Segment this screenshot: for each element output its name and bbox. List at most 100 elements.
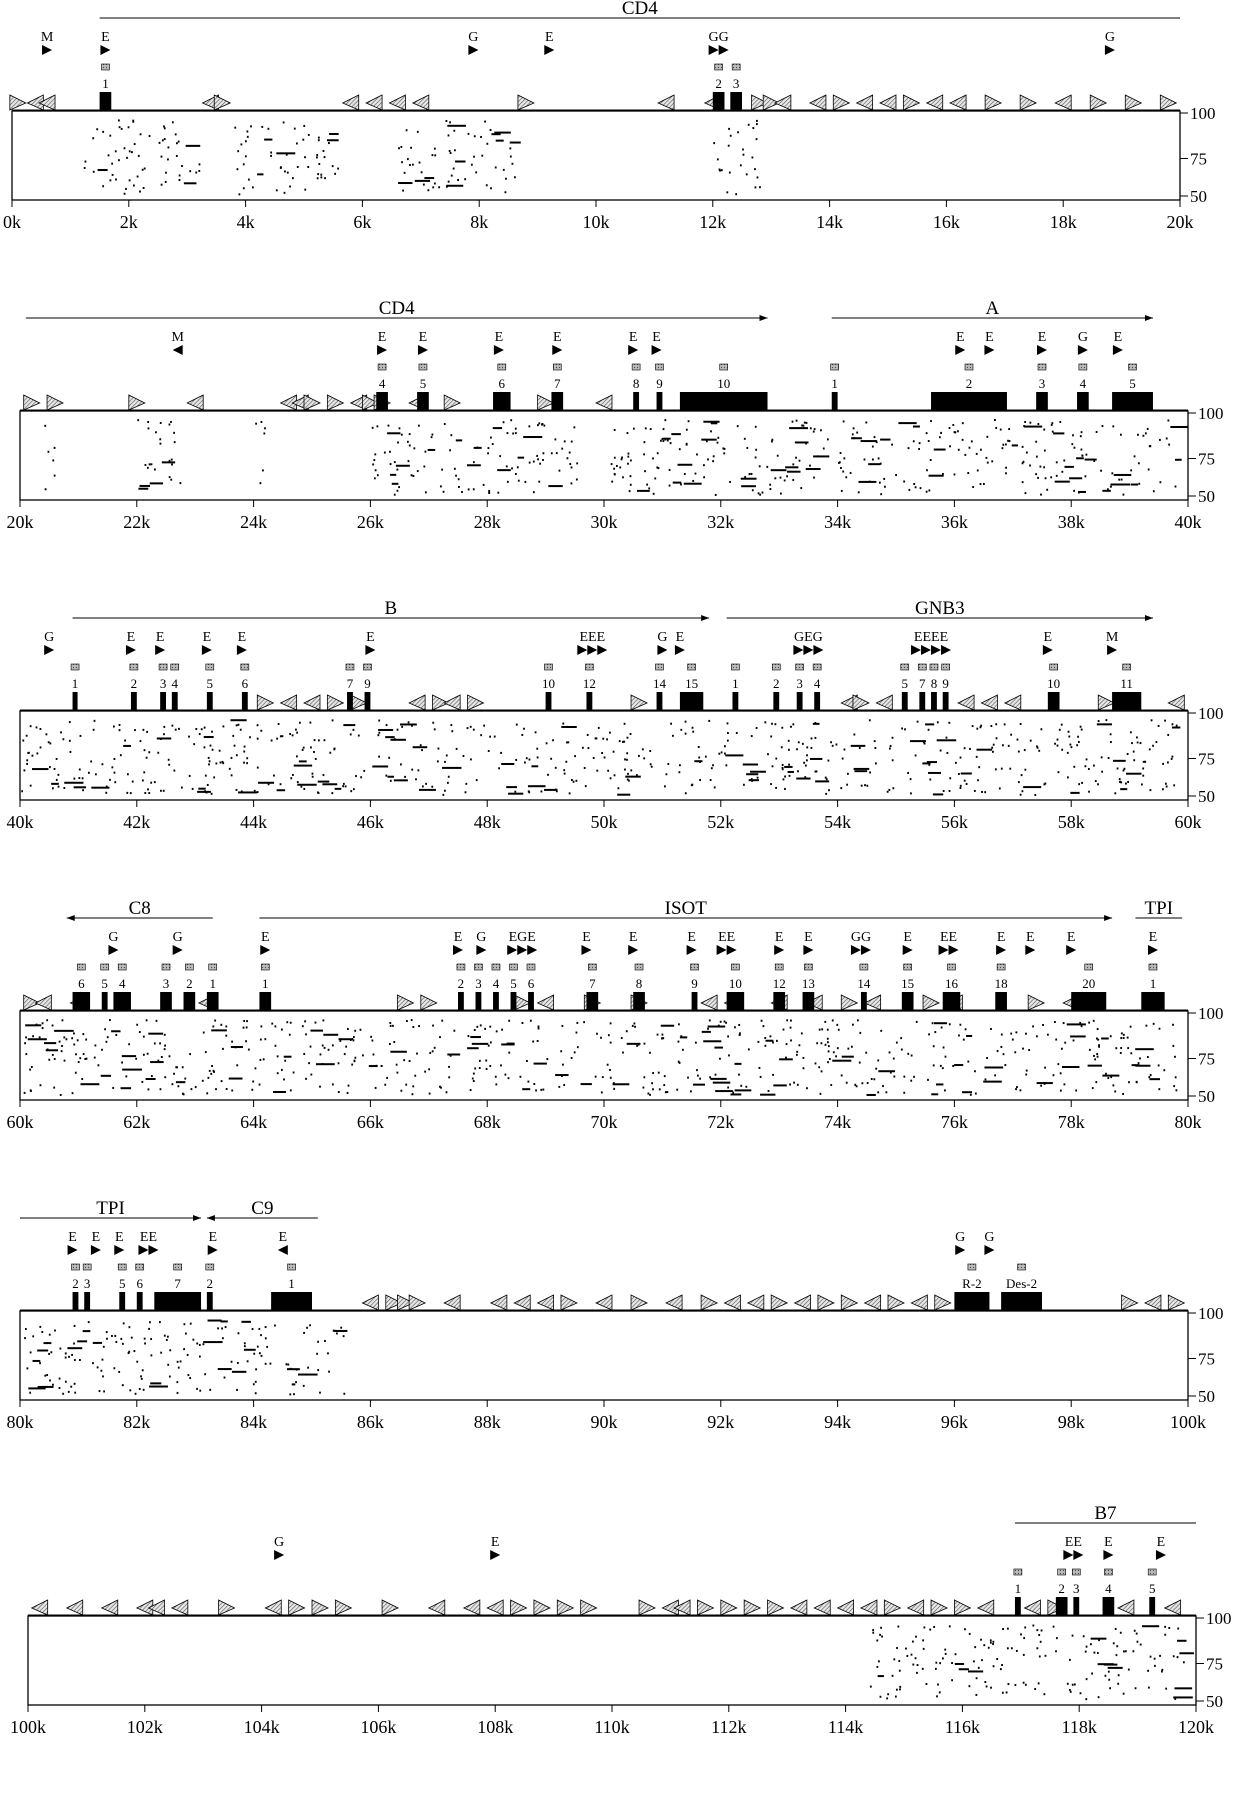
alignment-mark [293, 1393, 295, 1396]
repeat-triangle [486, 1599, 504, 1616]
repeat-triangle [767, 1599, 785, 1616]
alignment-mark [243, 761, 245, 764]
alignment-mark [619, 466, 622, 469]
repeat-triangle [397, 1294, 415, 1311]
alignment-mark [179, 1360, 182, 1363]
alignment-mark [899, 1688, 901, 1691]
alignment-mark [954, 1653, 957, 1656]
alignment-mark [815, 780, 830, 783]
alignment-mark [1090, 1637, 1107, 1640]
alignment-mark [213, 1070, 215, 1073]
cpg-box [240, 663, 250, 671]
alignment-mark [515, 758, 518, 761]
exon-number: 3 [475, 976, 482, 991]
alignment-mark [1114, 792, 1117, 795]
alignment-mark [211, 1029, 227, 1032]
exon-number: 1 [72, 676, 79, 691]
alignment-mark [775, 757, 778, 760]
x-tick-label: 72k [707, 1112, 734, 1132]
alignment-mark [769, 1035, 772, 1038]
alignment-mark [921, 1667, 924, 1670]
alignment-mark [400, 763, 402, 766]
alignment-mark [583, 766, 586, 769]
alignment-mark [307, 1366, 310, 1369]
alignment-mark [1017, 781, 1020, 784]
alignment-mark [264, 1362, 267, 1365]
alignment-mark [126, 791, 129, 794]
marker-arrow [148, 1245, 159, 1255]
alignment-mark [908, 488, 911, 491]
exon-number: Des-2 [1006, 1276, 1037, 1291]
alignment-mark [398, 147, 400, 150]
alignment-mark [122, 1322, 125, 1325]
alignment-mark [929, 1628, 932, 1631]
alignment-mark [696, 1069, 698, 1072]
alignment-mark [123, 744, 131, 747]
alignment-mark [725, 1021, 728, 1024]
alignment-mark [49, 742, 52, 745]
alignment-mark [534, 731, 537, 734]
alignment-mark [974, 1092, 977, 1095]
alignment-mark [499, 455, 502, 458]
alignment-mark [67, 1347, 83, 1350]
alignment-mark [698, 756, 701, 759]
exon-number: 2 [773, 676, 780, 691]
alignment-mark [1020, 1633, 1022, 1636]
cpg-box [947, 963, 956, 971]
y-tick-label: 100 [1198, 704, 1224, 723]
alignment-mark [928, 771, 941, 774]
alignment-mark [504, 1073, 507, 1076]
alignment-mark [453, 129, 456, 132]
alignment-mark [301, 1025, 304, 1028]
alignment-mark [855, 1085, 858, 1088]
alignment-mark [624, 768, 626, 771]
alignment-mark [502, 168, 505, 171]
alignment-mark [756, 776, 759, 779]
repeat-triangle [1097, 694, 1116, 711]
alignment-mark [758, 465, 761, 468]
alignment-mark [246, 757, 249, 760]
alignment-mark [425, 782, 427, 785]
alignment-mark [1038, 1633, 1041, 1636]
alignment-mark [825, 778, 828, 781]
alignment-mark [508, 792, 524, 795]
alignment-mark [390, 473, 397, 476]
alignment-mark [623, 740, 626, 743]
alignment-mark [467, 1047, 479, 1050]
alignment-mark [138, 1031, 141, 1034]
alignment-mark [562, 1063, 564, 1066]
alignment-mark [810, 737, 813, 740]
alignment-mark [948, 1625, 951, 1628]
alignment-mark [362, 1054, 364, 1057]
alignment-mark [283, 191, 286, 194]
alignment-mark [758, 1066, 761, 1069]
alignment-mark [910, 1079, 913, 1082]
alignment-mark [207, 1319, 222, 1322]
alignment-mark [771, 438, 774, 441]
alignment-mark [489, 128, 492, 131]
alignment-mark [877, 457, 880, 460]
alignment-mark [384, 1083, 387, 1086]
alignment-mark [396, 489, 399, 492]
alignment-mark [417, 769, 420, 772]
alignment-mark [1085, 453, 1088, 456]
exon-number: 2 [966, 376, 973, 391]
alignment-mark [710, 430, 712, 433]
alignment-mark [1113, 473, 1132, 476]
alignment-mark [525, 757, 528, 760]
alignment-mark [617, 793, 631, 796]
alignment-mark [919, 487, 922, 490]
alignment-mark [337, 1091, 340, 1094]
exon-number: 1 [262, 976, 269, 991]
alignment-mark [424, 491, 427, 494]
alignment-mark [297, 783, 317, 786]
exon-block [656, 692, 663, 710]
alignment-mark [251, 186, 254, 189]
alignment-mark [718, 752, 721, 755]
alignment-mark [1097, 1038, 1100, 1041]
alignment-mark [927, 440, 930, 443]
alignment-mark [199, 1389, 202, 1392]
alignment-mark [465, 782, 468, 785]
repeat-triangle [852, 694, 870, 711]
alignment-mark [189, 170, 192, 173]
